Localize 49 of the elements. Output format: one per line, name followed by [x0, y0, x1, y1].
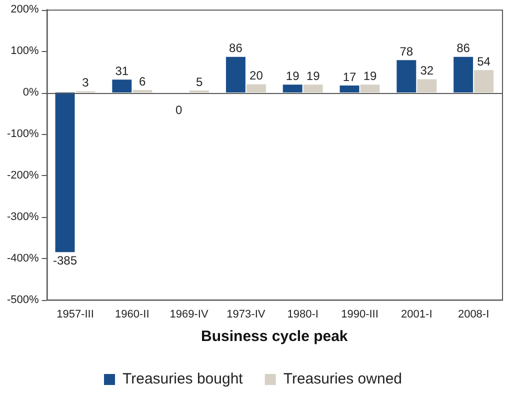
y-tick-label: 0%	[22, 86, 40, 99]
data-label: 17	[342, 70, 356, 84]
x-tick-label: 2008-I	[458, 308, 490, 320]
data-label: 0	[175, 102, 182, 117]
data-label: 86	[229, 41, 243, 56]
data-label: -385	[52, 253, 78, 268]
data-label: 19	[363, 68, 377, 83]
data-label: 19	[286, 68, 300, 83]
y-tick-label: -200%	[7, 169, 40, 182]
legend-label: Treasuries bought	[122, 370, 244, 388]
legend-label: Treasuries owned	[283, 370, 402, 388]
bar	[396, 60, 416, 93]
x-tick-label: 1990-III	[341, 308, 378, 320]
bar	[132, 90, 152, 93]
bar	[474, 70, 494, 93]
bar	[340, 85, 360, 93]
x-tick-label: 1957-III	[56, 308, 94, 320]
bar	[417, 79, 437, 93]
data-label: 86	[456, 41, 470, 56]
bar	[226, 56, 246, 93]
bar	[282, 84, 302, 93]
data-label: 32	[420, 64, 434, 78]
bar	[112, 80, 132, 93]
data-label: 20	[250, 68, 264, 83]
data-label: 5	[196, 74, 203, 89]
data-label: 54	[477, 54, 491, 68]
data-label: 31	[115, 64, 129, 78]
x-tick-label: 1973-IV	[226, 308, 266, 320]
x-tick-label: 1980-I	[287, 308, 318, 320]
data-label: 78	[400, 44, 414, 58]
y-tick-label: -100%	[7, 128, 40, 140]
bar	[360, 84, 380, 93]
data-label: 6	[139, 74, 146, 88]
y-tick-label: -400%	[7, 252, 40, 264]
bar	[454, 56, 474, 93]
bar	[303, 84, 323, 93]
x-tick-label: 1960-II	[115, 308, 150, 320]
bar	[55, 92, 75, 252]
x-axis-title: Business cycle peak	[201, 328, 348, 346]
data-label: 19	[306, 68, 320, 83]
bar	[190, 90, 210, 93]
bar	[246, 84, 266, 93]
data-label: 3	[82, 76, 90, 90]
y-tick-label: -500%	[7, 294, 40, 306]
y-tick-label: 100%	[10, 45, 40, 58]
y-tick-label: -300%	[7, 210, 40, 223]
x-tick-label: 1969-IV	[170, 308, 209, 320]
x-tick-label: 2001-I	[401, 308, 432, 320]
y-tick-label: 200%	[10, 4, 40, 16]
